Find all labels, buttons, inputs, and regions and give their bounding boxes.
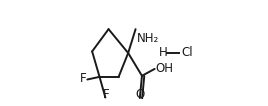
Text: F: F — [103, 88, 109, 101]
Text: F: F — [80, 72, 86, 85]
Text: O: O — [135, 88, 144, 101]
Text: Cl: Cl — [181, 47, 193, 59]
Text: OH: OH — [156, 62, 174, 75]
Text: NH₂: NH₂ — [137, 32, 159, 45]
Text: H: H — [159, 47, 168, 59]
